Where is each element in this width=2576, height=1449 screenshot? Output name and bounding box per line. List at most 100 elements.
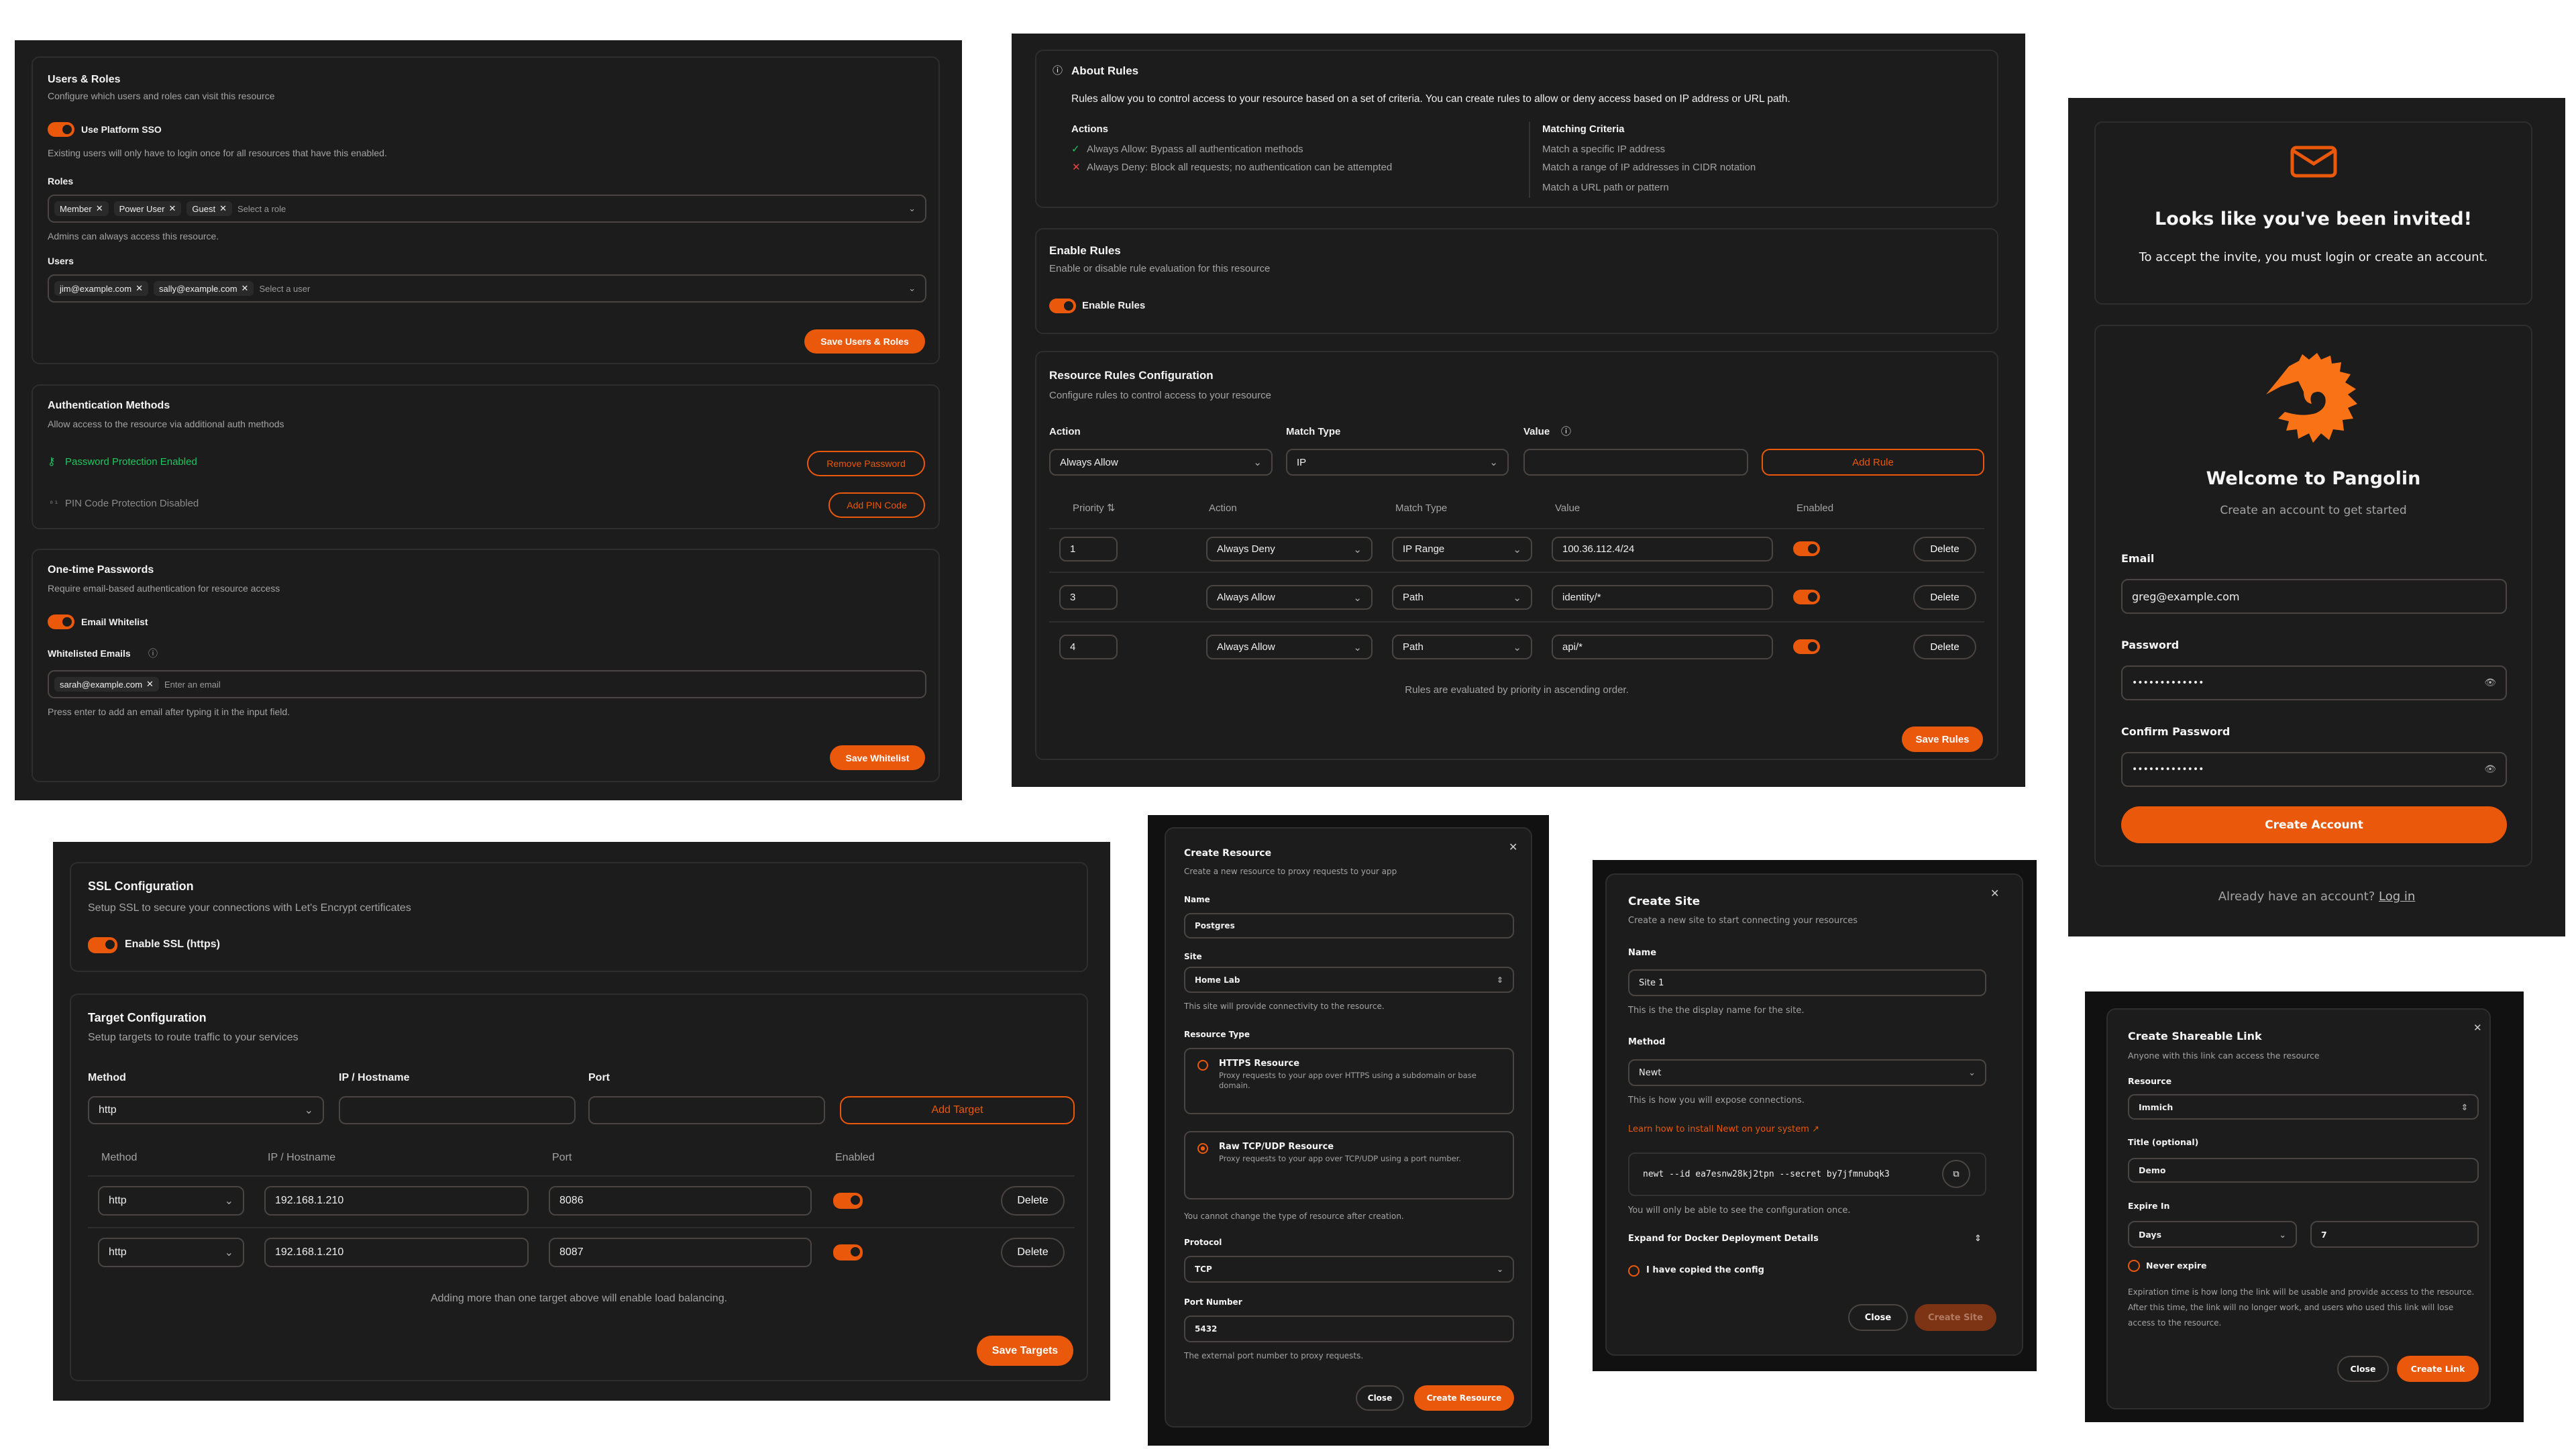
eye-icon[interactable]: 👁 [2484,764,2496,775]
remove-password-button[interactable]: Remove Password [807,451,925,476]
port-input[interactable]: 5432 [1184,1316,1514,1342]
action-select[interactable]: Always Deny ⌄ [1206,537,1373,561]
remove-icon[interactable]: ✕ [136,283,144,293]
email-input[interactable]: greg@example.com [2121,579,2507,614]
method-select[interactable]: http ⌄ [98,1238,244,1267]
title-input[interactable]: Demo [2128,1158,2479,1183]
password-input[interactable]: ••••••••••••• 👁 [2121,665,2507,700]
close-button[interactable]: Close [1356,1385,1404,1411]
enabled-toggle[interactable] [833,1193,863,1209]
divider [1049,621,1984,623]
method-select[interactable]: http ⌄ [98,1186,244,1216]
confirm-password-input[interactable]: ••••••••••••• 👁 [2121,752,2507,787]
close-icon[interactable]: ✕ [1990,887,2000,900]
delete-button[interactable]: Delete [1001,1186,1065,1216]
never-expire-checkbox[interactable] [2128,1260,2140,1272]
email-whitelist-toggle[interactable] [48,614,74,629]
raw-tcp-udp-option[interactable]: Raw TCP/UDP Resource Proxy requests to y… [1184,1131,1514,1199]
expire-amount-input[interactable]: 7 [2310,1221,2479,1248]
priority-input[interactable]: 4 [1059,635,1118,659]
port-input[interactable]: 8087 [549,1238,812,1267]
protocol-select[interactable]: TCP ⌄ [1184,1256,1514,1283]
site-select[interactable]: Home Lab ⇕ [1184,967,1514,993]
column-priority[interactable]: Priority ⇅ [1073,502,1116,514]
save-targets-button[interactable]: Save Targets [977,1336,1073,1366]
create-resource-button[interactable]: Create Resource [1414,1385,1514,1411]
match-type-select[interactable]: Path ⌄ [1392,585,1532,610]
info-icon[interactable]: ⓘ [1561,426,1572,437]
login-link[interactable]: Log in [2379,890,2416,904]
save-users-roles-button[interactable]: Save Users & Roles [804,329,925,354]
users-select[interactable]: jim@example.com ✕ sally@example.com ✕ Sele… [48,274,926,303]
save-whitelist-button[interactable]: Save Whitelist [830,745,925,770]
install-newt-link[interactable]: Learn how to install Newt on your system… [1628,1124,1819,1134]
resource-select[interactable]: Immich ⇕ [2128,1094,2479,1120]
name-input[interactable]: Postgres [1184,913,1514,938]
method-select[interactable]: http ⌄ [88,1096,324,1124]
create-link-button[interactable]: Create Link [2397,1356,2479,1382]
delete-button[interactable]: Delete [1913,537,1976,561]
expire-unit-select[interactable]: Days ⌄ [2128,1221,2297,1248]
card-title: One-time Passwords [48,564,154,576]
close-icon[interactable]: ✕ [1509,841,1518,853]
remove-icon[interactable]: ✕ [219,203,227,213]
match-type-select[interactable]: Path ⌄ [1392,635,1532,659]
create-account-button[interactable]: Create Account [2121,806,2507,843]
delete-button[interactable]: Delete [1913,585,1976,610]
remove-icon[interactable]: ✕ [168,203,176,213]
remove-icon[interactable]: ✕ [95,203,103,213]
ip-input[interactable] [339,1096,576,1124]
remove-icon[interactable]: ✕ [146,679,154,689]
close-button[interactable]: Close [2337,1356,2389,1382]
enable-rules-toggle[interactable] [1049,299,1076,313]
name-input[interactable]: Site 1 [1628,969,1986,996]
value-input[interactable]: 100.36.112.4/24 [1552,537,1773,561]
ip-input[interactable]: 192.168.1.210 [264,1186,529,1216]
port-input[interactable] [588,1096,825,1124]
add-target-button[interactable]: Add Target [840,1096,1075,1124]
action-select[interactable]: Always Allow ⌄ [1049,449,1273,476]
radio-unselected[interactable] [1197,1060,1208,1071]
action-select[interactable]: Always Allow ⌄ [1206,635,1373,659]
value-input[interactable] [1523,449,1748,476]
match-type-select[interactable]: IP ⌄ [1286,449,1509,476]
copied-config-checkbox[interactable] [1628,1265,1640,1277]
platform-sso-toggle[interactable] [48,122,74,137]
https-resource-option[interactable]: HTTPS Resource Proxy requests to your ap… [1184,1048,1514,1114]
enabled-toggle[interactable] [833,1244,863,1260]
create-site-button[interactable]: Create Site [1915,1304,1996,1331]
match-type-select[interactable]: IP Range ⌄ [1392,537,1532,561]
close-button[interactable]: Close [1848,1304,1908,1331]
add-pin-button[interactable]: Add PIN Code [828,492,925,518]
value-input[interactable]: api/* [1552,635,1773,659]
info-icon[interactable]: ⓘ [148,648,158,659]
invite-card: Looks like you've been invited! To accep… [2094,121,2532,305]
save-rules-button[interactable]: Save Rules [1902,727,1983,752]
priority-input[interactable]: 1 [1059,537,1118,561]
priority-input[interactable]: 3 [1059,585,1118,610]
email-input[interactable]: sarah@example.com ✕ Enter an email [48,670,926,698]
action-select[interactable]: Always Allow ⌄ [1206,585,1373,610]
close-icon[interactable]: ✕ [2473,1022,2482,1034]
method-select[interactable]: Newt ⌄ [1628,1059,1986,1086]
enable-rules-card: Enable Rules Enable or disable rule eval… [1035,228,1998,334]
method-label: Method [88,1072,126,1083]
value-input[interactable]: identity/* [1552,585,1773,610]
eye-icon[interactable]: 👁 [2484,678,2496,688]
delete-button[interactable]: Delete [1001,1238,1065,1267]
password-label: Password [2121,639,2180,651]
enable-ssl-toggle[interactable] [88,937,117,953]
chevron-up-down-icon[interactable]: ⇕ [1974,1234,1982,1244]
port-input[interactable]: 8086 [549,1186,812,1216]
delete-button[interactable]: Delete [1913,635,1976,659]
enabled-toggle[interactable] [1793,590,1820,604]
radio-selected[interactable] [1197,1143,1208,1154]
ip-input[interactable]: 192.168.1.210 [264,1238,529,1267]
roles-select[interactable]: Member ✕ Power User ✕ Guest ✕ Select a role… [48,195,926,223]
copy-icon[interactable]: ⧉ [1942,1160,1970,1188]
docker-details-toggle[interactable]: Expand for Docker Deployment Details [1628,1234,1819,1244]
add-rule-button[interactable]: Add Rule [1762,449,1984,476]
enabled-toggle[interactable] [1793,541,1820,556]
remove-icon[interactable]: ✕ [241,283,249,293]
enabled-toggle[interactable] [1793,639,1820,654]
